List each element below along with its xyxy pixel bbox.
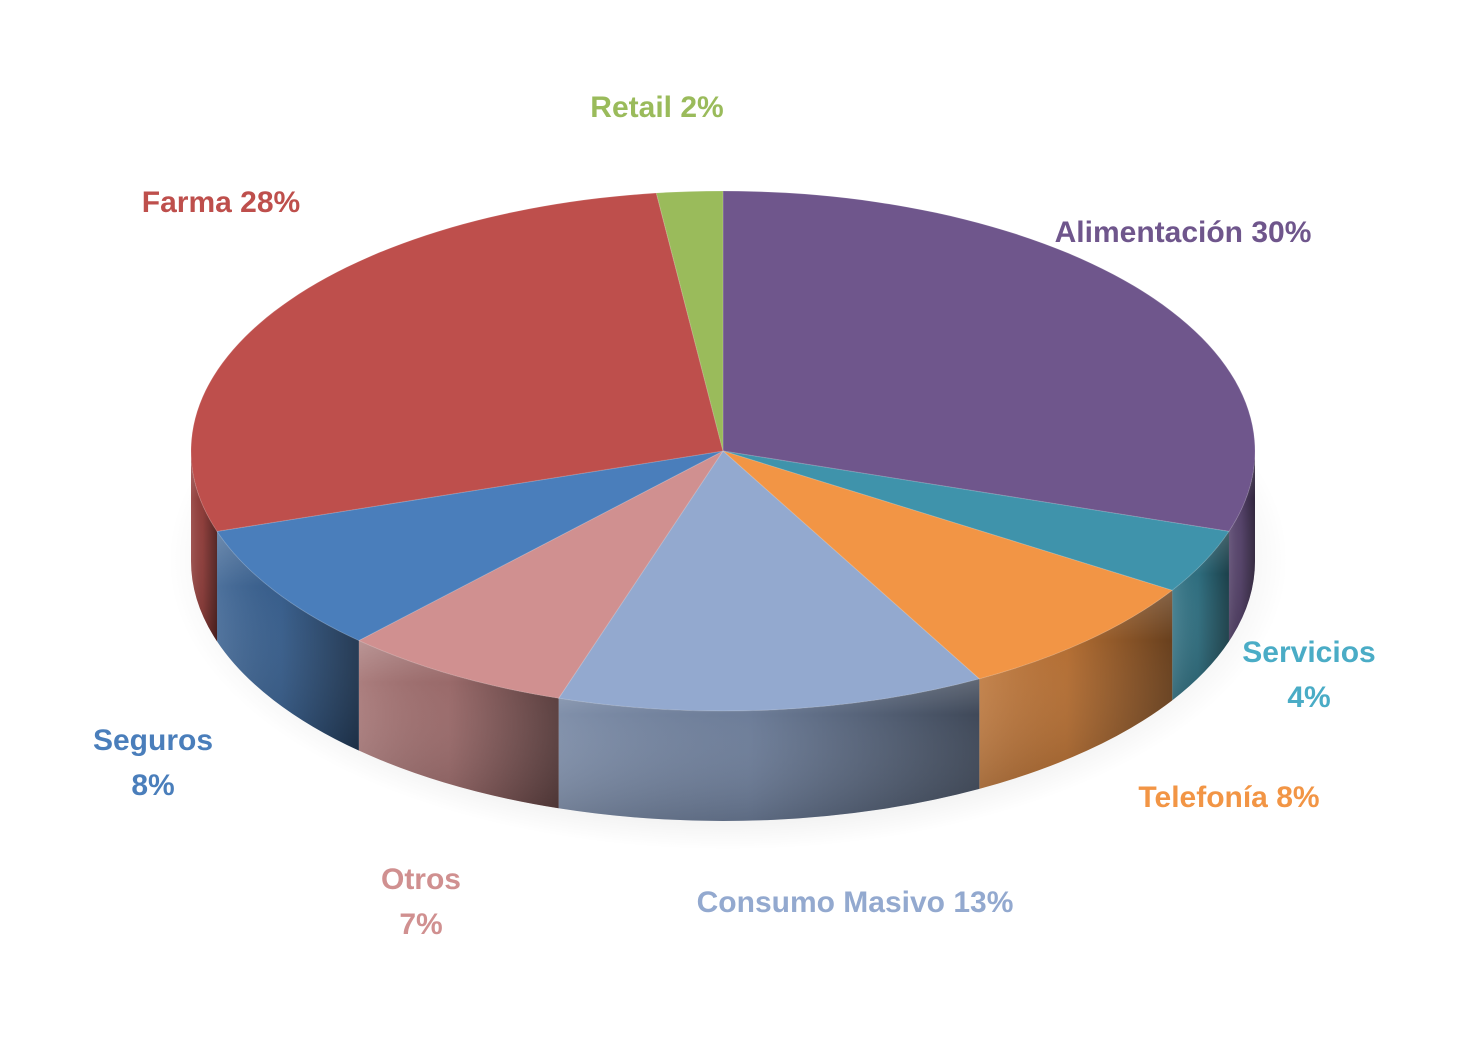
slice-side-highlight-3 <box>979 590 1173 789</box>
data-label-retail: Retail 2% <box>590 91 723 124</box>
data-label-line: Retail 2% <box>590 91 723 124</box>
data-label-otros: Otros 7% <box>381 863 461 941</box>
pie-slices <box>190 190 1256 712</box>
slice-side-highlight-4 <box>558 678 980 821</box>
pie-sides <box>191 451 1255 821</box>
slice-servicios[interactable] <box>722 450 1230 591</box>
data-label-line: Servicios <box>1242 636 1375 669</box>
slice-side-highlight-2 <box>1172 531 1229 701</box>
data-label-line: 8% <box>131 769 174 802</box>
slice-side-highlight-7 <box>191 451 218 642</box>
data-label-line: 7% <box>399 908 442 941</box>
data-label-consumo-masivo: Consumo Masivo 13% <box>697 886 1014 919</box>
data-label-servicios: Servicios 4% <box>1242 636 1375 714</box>
slice-side-highlight-6 <box>217 531 359 751</box>
data-label-farma: Farma 28% <box>142 186 300 219</box>
data-label-seguros: Seguros 8% <box>93 724 213 802</box>
data-label-telefon-a: Telefonía 8% <box>1138 781 1319 814</box>
slice-seguros[interactable] <box>216 450 724 642</box>
data-label-line: 4% <box>1287 681 1330 714</box>
slice-consumo-masivo[interactable] <box>557 450 981 712</box>
slice-alimentaci-n[interactable] <box>722 190 1256 532</box>
data-label-line: Otros <box>381 863 461 896</box>
pie-labels: Alimentación 30% Servicios 4% Telefonía 8% C… <box>93 91 1376 941</box>
data-label-line: Seguros <box>93 724 213 757</box>
slice-otros[interactable] <box>357 450 724 699</box>
slice-farma[interactable] <box>190 192 724 532</box>
data-label-alimentaci-n: Alimentación 30% <box>1055 216 1312 249</box>
slice-side-highlight-1 <box>1228 451 1255 642</box>
slice-side-highlight-5 <box>358 640 559 809</box>
data-label-line: Farma 28% <box>142 186 300 219</box>
data-label-line: Consumo Masivo 13% <box>697 886 1014 919</box>
data-label-line: Telefonía 8% <box>1138 781 1319 814</box>
data-label-line: Alimentación 30% <box>1055 216 1312 249</box>
slice-telefon-a[interactable] <box>722 450 1174 680</box>
slice-retail[interactable] <box>655 190 724 452</box>
